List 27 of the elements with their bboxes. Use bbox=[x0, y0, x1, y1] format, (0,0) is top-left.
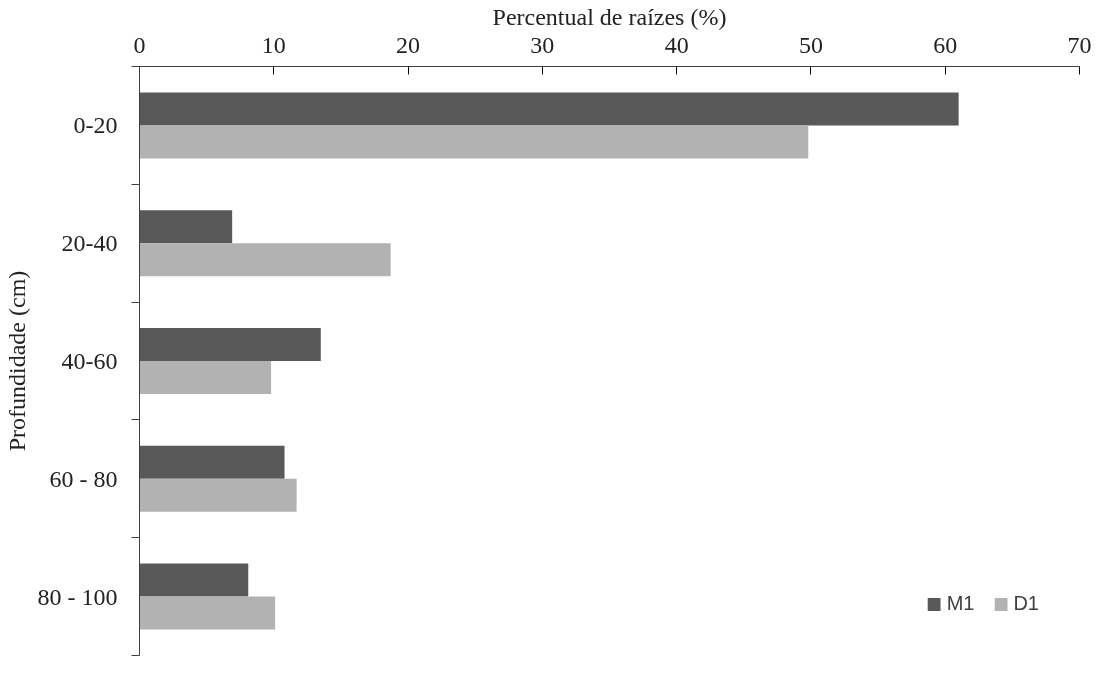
legend-label: M1 bbox=[946, 592, 975, 615]
y-tick-label: 60 - 80 bbox=[49, 465, 118, 492]
y-tick-label: 80 - 100 bbox=[37, 583, 118, 610]
x-tick-label: 60 bbox=[933, 31, 958, 58]
bar bbox=[139, 92, 959, 126]
y-axis-title: Profundidade (cm) bbox=[3, 270, 30, 452]
bar bbox=[139, 328, 321, 361]
y-tick-label: 40-60 bbox=[61, 348, 118, 374]
y-tick-label: 20-40 bbox=[61, 230, 118, 257]
bar bbox=[139, 596, 276, 630]
x-tick-label: 30 bbox=[530, 31, 555, 58]
bar bbox=[139, 361, 272, 394]
x-tick-label: 0 bbox=[133, 31, 146, 58]
bar bbox=[139, 478, 297, 512]
bar bbox=[139, 210, 233, 244]
bar bbox=[139, 563, 249, 597]
y-tick-label: 0-20 bbox=[73, 112, 118, 139]
x-tick-label: 40 bbox=[664, 31, 689, 58]
bar bbox=[139, 445, 285, 479]
x-axis-title: Percentual de raízes (%) bbox=[492, 3, 727, 30]
legend-label: D1 bbox=[1013, 592, 1039, 615]
bar bbox=[139, 243, 391, 277]
bar bbox=[139, 125, 809, 159]
x-tick-label: 10 bbox=[261, 31, 286, 58]
x-tick-label: 20 bbox=[396, 31, 421, 58]
x-tick-label: 70 bbox=[1067, 31, 1092, 58]
x-tick-label: 50 bbox=[798, 31, 823, 58]
